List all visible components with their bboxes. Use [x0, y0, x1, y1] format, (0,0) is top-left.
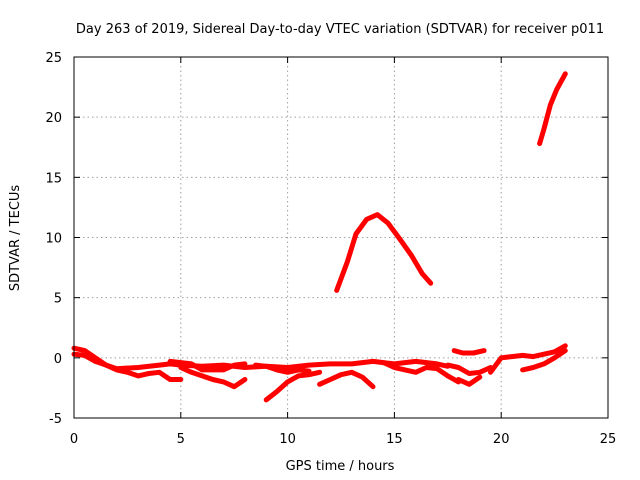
series-arc-11: [451, 348, 487, 356]
series-arc-7: [317, 369, 376, 390]
y-tick-label: 0: [54, 352, 62, 367]
series-arc-15: [537, 71, 568, 147]
axis-ticks: [73, 56, 609, 419]
x-tick-label: 5: [177, 432, 185, 447]
y-tick-label: 25: [45, 51, 62, 66]
y-tick-label: 15: [45, 171, 62, 186]
series-arc-14: [520, 348, 568, 373]
y-tick-label: 20: [45, 111, 62, 126]
series-arc-9: [381, 360, 461, 385]
y-tick-label: -5: [49, 412, 62, 427]
data-traces: [71, 71, 568, 403]
x-tick-label: 20: [493, 432, 510, 447]
series-arc-10: [445, 362, 493, 376]
x-tick-label: 25: [600, 432, 617, 447]
grid: [74, 57, 608, 418]
x-tick-labels: 0 5 10 15 20 25: [70, 432, 616, 447]
y-axis-label: SDTVAR / TECUs: [8, 185, 23, 292]
series-arc-5: [253, 362, 312, 375]
x-tick-label: 15: [386, 432, 403, 447]
x-axis-label: GPS time / hours: [286, 459, 395, 474]
series-arc-4: [167, 358, 248, 373]
chart-title: Day 263 of 2019, Sidereal Day-to-day VTE…: [76, 22, 604, 37]
y-tick-labels: -5 0 5 10 15 20 25: [45, 51, 62, 427]
series-arc-6: [263, 369, 323, 403]
series-arc-8: [334, 212, 434, 293]
series-arc-13: [488, 343, 568, 375]
y-tick-label: 5: [54, 292, 62, 307]
series-arc-3: [178, 365, 248, 390]
series-arc-1: [71, 345, 184, 382]
x-tick-label: 10: [279, 432, 296, 447]
series-arc-12: [456, 374, 483, 387]
y-tick-label: 10: [45, 232, 62, 247]
x-tick-label: 0: [70, 432, 78, 447]
